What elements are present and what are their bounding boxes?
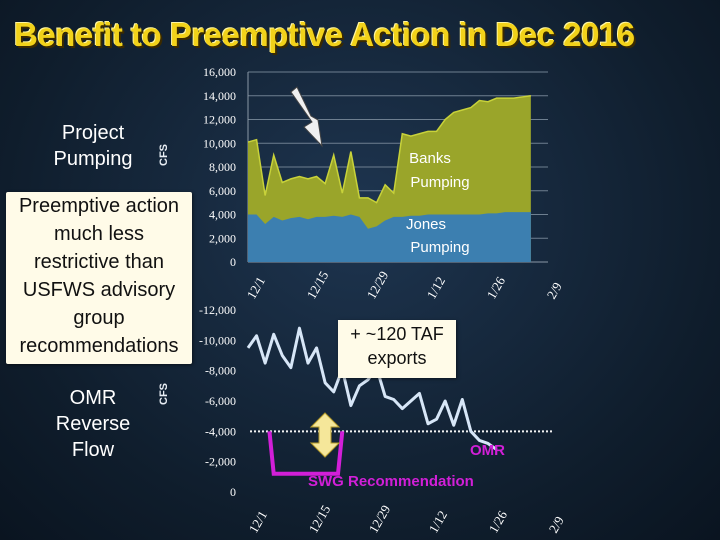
top-x-tick-label: 1/12 [424, 274, 449, 302]
callout-line: recommendations [19, 335, 179, 357]
top-x-tick-label: 12/1 [244, 274, 269, 302]
bottom-y-tick-label: -4,000 [205, 424, 236, 438]
jones-series-label: Jones [406, 216, 446, 233]
top-y-tick-label: 10,000 [203, 136, 236, 150]
top-x-tick-label: 2/9 [544, 280, 565, 302]
page-title: Benefit to Preemptive Action in Dec 2016 [14, 16, 635, 53]
top-y-tick-label: 2,000 [209, 231, 236, 245]
project-label: Project [61, 122, 125, 144]
jones-pumping-area [248, 212, 531, 262]
top-y-tick-label: 4,000 [209, 208, 236, 222]
reverse-label: Reverse [55, 413, 131, 435]
top-x-tick-label: 1/26 [484, 274, 509, 302]
top-pumping-chart: 16,000 14,000 12,000 10,000 8,000 6,000 4,000 2… [203, 65, 565, 302]
top-y-tick-label: 12,000 [203, 113, 236, 127]
bottom-x-tick-label: 1/12 [426, 508, 451, 536]
bottom-x-tick-label: 1/26 [486, 508, 511, 536]
bottom-y-tick-label: -12,000 [199, 303, 236, 317]
top-y-tick-label: 8,000 [209, 160, 236, 174]
top-y-tick-label: 14,000 [203, 89, 236, 103]
bottom-x-tick-label: 12/1 [246, 508, 271, 536]
project-pumping-label: Project Pumping [40, 120, 146, 172]
bottom-x-tick-label: 12/29 [366, 502, 394, 535]
bottom-y-tick-label: -2,000 [205, 455, 236, 469]
pointer-arrow-icon [290, 86, 323, 148]
bottom-y-tick-label: 0 [230, 485, 236, 499]
double-arrow-icon [309, 412, 341, 458]
omr-annotation-label: OMR [470, 442, 505, 459]
bottom-y-tick-label: -8,000 [205, 364, 236, 378]
pumping-label: Pumping [53, 148, 133, 170]
bottom-y-tick-label: -6,000 [205, 394, 236, 408]
bottom-x-tick-label: 2/9 [546, 514, 567, 536]
exports-callout: + ~120 TAF exports [338, 320, 456, 378]
banks-series-label: Banks [409, 150, 451, 167]
jones-series-label: Pumping [410, 239, 469, 256]
exports-line: + ~120 TAF [350, 324, 444, 344]
callout-line: group [73, 307, 125, 329]
top-y-tick-label: 0 [230, 255, 236, 269]
top-x-tick-label: 12/29 [364, 268, 392, 301]
top-x-tick-label: 12/15 [304, 268, 332, 301]
callout-line: USFWS advisory [22, 279, 176, 301]
flow-label: Flow [71, 439, 115, 461]
omr-reverse-flow-label: OMR Reverse Flow [40, 385, 146, 463]
bottom-y-tick-label: -10,000 [199, 333, 236, 347]
top-y-tick-label: 6,000 [209, 184, 236, 198]
preemptive-action-callout: Preemptive action much less restrictive … [6, 192, 192, 364]
swg-recommendation-line [267, 431, 345, 476]
top-y-tick-label: 16,000 [203, 65, 236, 79]
callout-line: restrictive than [33, 251, 165, 273]
banks-series-label: Pumping [410, 174, 469, 191]
omr-label: OMR [69, 387, 117, 409]
total-pumping-line [247, 95, 531, 204]
callout-line: Preemptive action [18, 195, 180, 217]
bottom-x-tick-label: 12/15 [306, 502, 334, 535]
exports-line: exports [367, 348, 427, 368]
swg-annotation-label: SWG Recommendation [308, 473, 474, 490]
callout-line: much less [53, 223, 145, 245]
